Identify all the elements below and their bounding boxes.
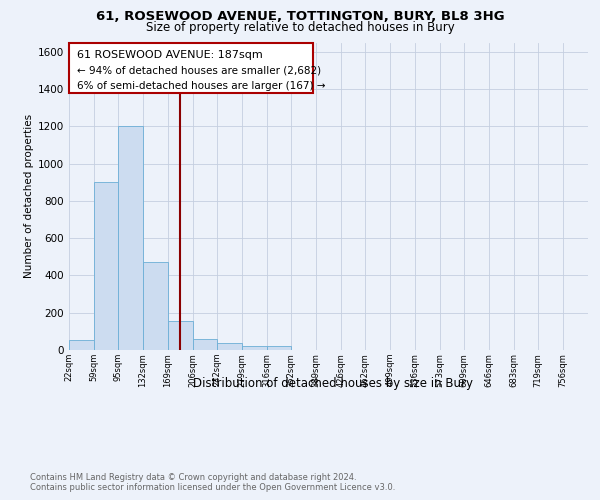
Text: 61 ROSEWOOD AVENUE: 187sqm: 61 ROSEWOOD AVENUE: 187sqm xyxy=(77,50,263,60)
Bar xyxy=(69,340,94,350)
FancyBboxPatch shape xyxy=(69,42,313,93)
Text: Contains public sector information licensed under the Open Government Licence v3: Contains public sector information licen… xyxy=(30,484,395,492)
Bar xyxy=(193,339,217,350)
Text: ← 94% of detached houses are smaller (2,682): ← 94% of detached houses are smaller (2,… xyxy=(77,66,321,76)
Bar xyxy=(242,346,267,350)
Text: Contains HM Land Registry data © Crown copyright and database right 2024.: Contains HM Land Registry data © Crown c… xyxy=(30,472,356,482)
Y-axis label: Number of detached properties: Number of detached properties xyxy=(24,114,34,278)
Bar xyxy=(143,262,168,350)
Text: Size of property relative to detached houses in Bury: Size of property relative to detached ho… xyxy=(146,21,454,34)
Bar xyxy=(267,346,291,350)
Text: 61, ROSEWOOD AVENUE, TOTTINGTON, BURY, BL8 3HG: 61, ROSEWOOD AVENUE, TOTTINGTON, BURY, B… xyxy=(95,10,505,23)
Bar xyxy=(94,182,118,350)
Bar xyxy=(168,321,193,350)
Bar xyxy=(118,126,143,350)
Text: 6% of semi-detached houses are larger (167) →: 6% of semi-detached houses are larger (1… xyxy=(77,81,325,91)
Bar xyxy=(217,342,242,350)
Text: Distribution of detached houses by size in Bury: Distribution of detached houses by size … xyxy=(193,378,473,390)
